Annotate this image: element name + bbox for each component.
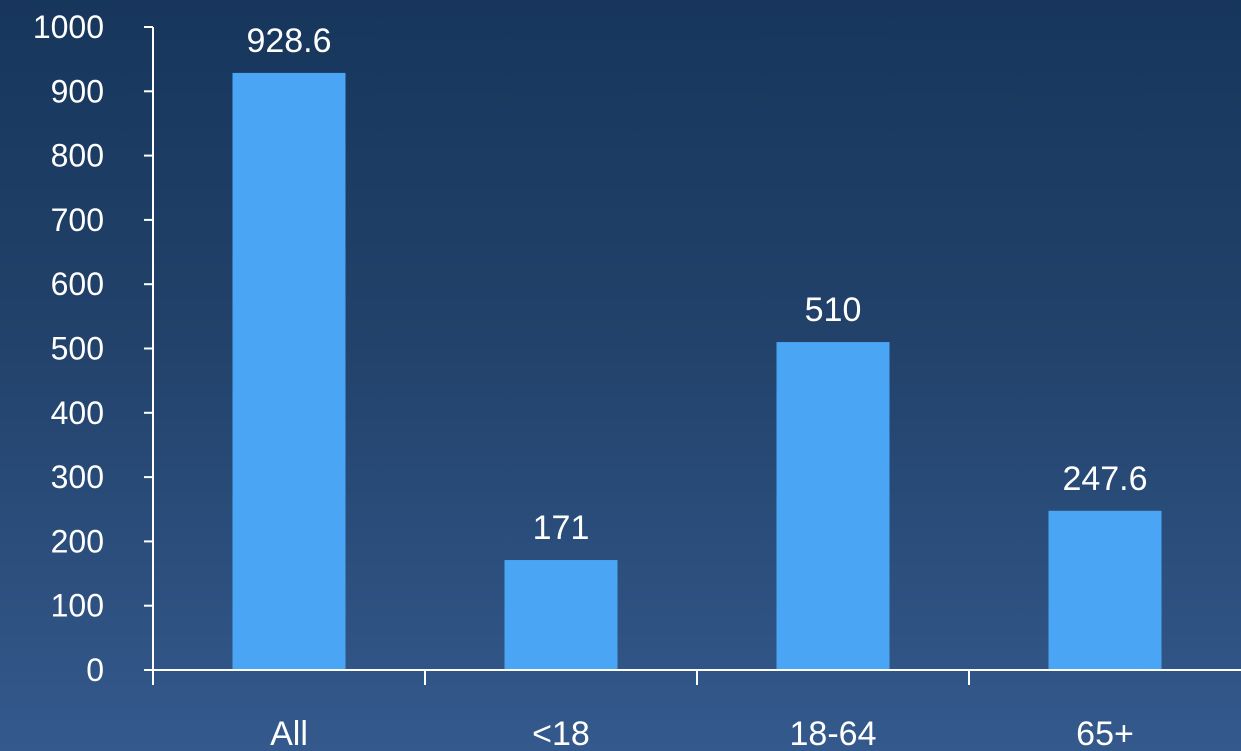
bar bbox=[504, 560, 618, 670]
data-labels: 928.6 171 510 247.6 bbox=[246, 22, 1147, 547]
x-axis-ticks: All <18 18-64 65+ bbox=[152, 670, 1134, 751]
bar bbox=[232, 72, 346, 670]
bars bbox=[232, 72, 1162, 670]
y-axis-ticks: 0 100 200 300 400 500 600 700 800 900 1000 bbox=[33, 9, 153, 688]
x-category-label: 18-64 bbox=[790, 715, 877, 751]
y-tick-label: 600 bbox=[51, 266, 104, 302]
y-tick-label: 500 bbox=[51, 331, 104, 367]
y-tick-label: 800 bbox=[51, 138, 104, 174]
y-tick-label: 200 bbox=[51, 523, 104, 559]
bar-value-label: 171 bbox=[533, 509, 590, 547]
y-tick-label: 0 bbox=[86, 652, 104, 688]
bar-value-label: 928.6 bbox=[246, 22, 331, 60]
y-tick-label: 100 bbox=[51, 588, 104, 624]
bar-value-label: 510 bbox=[805, 291, 862, 329]
bar bbox=[1048, 510, 1162, 670]
bar-value-label: 247.6 bbox=[1062, 460, 1147, 498]
x-category-label: All bbox=[270, 715, 308, 751]
y-tick-label: 400 bbox=[51, 395, 104, 431]
y-tick-label: 700 bbox=[51, 202, 104, 238]
y-tick-label: 1000 bbox=[33, 9, 104, 45]
x-category-label: <18 bbox=[532, 715, 590, 751]
bar bbox=[776, 342, 890, 670]
y-tick-label: 300 bbox=[51, 459, 104, 495]
y-tick-label: 900 bbox=[51, 73, 104, 109]
x-category-label: 65+ bbox=[1076, 715, 1134, 751]
